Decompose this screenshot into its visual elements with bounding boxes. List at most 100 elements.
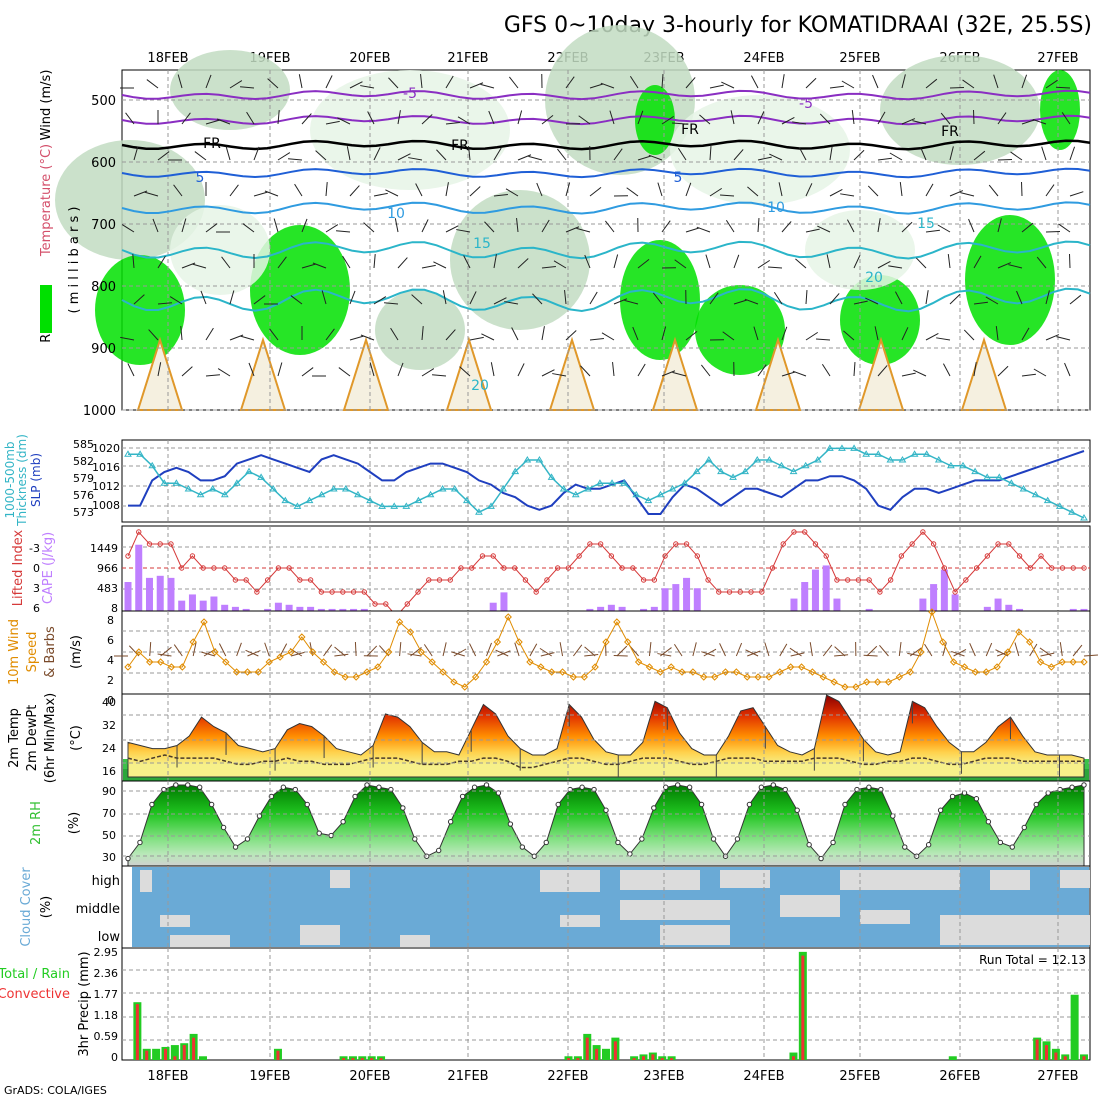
wind10-tick: 4 bbox=[107, 654, 114, 667]
li-point bbox=[490, 553, 496, 559]
upper-wind-barb bbox=[384, 302, 399, 305]
precip-conv-bar bbox=[351, 1058, 355, 1060]
slp-panel: 585 582 579 576 573 1020 1016 1012 1008 bbox=[73, 438, 1091, 523]
thickness-point bbox=[596, 479, 604, 486]
slp-tick: 1016 bbox=[92, 461, 120, 474]
cape-bar bbox=[339, 608, 347, 611]
upper-wind-barb bbox=[484, 221, 495, 233]
upper-wind-barb bbox=[442, 290, 447, 305]
wind10-barb bbox=[584, 646, 596, 657]
upper-wind-barb bbox=[246, 111, 255, 125]
li-point bbox=[179, 565, 185, 571]
upper-wind-barb bbox=[511, 327, 519, 341]
upper-wind-barb bbox=[925, 290, 929, 305]
upper-wind-barb bbox=[781, 371, 796, 377]
rh2m-point bbox=[782, 786, 788, 793]
upper-wind-barb bbox=[963, 329, 975, 341]
upper-wind-barb bbox=[1045, 290, 1050, 305]
cape-bar bbox=[156, 575, 164, 611]
wind10-speed-point bbox=[873, 678, 882, 686]
wind10-speed-point bbox=[189, 638, 197, 646]
wind10-speed-point bbox=[461, 683, 469, 691]
li-point bbox=[189, 553, 196, 559]
upper-wind-barb bbox=[541, 326, 545, 341]
upper-wind-barb bbox=[294, 183, 303, 197]
rh2m-point bbox=[663, 784, 669, 790]
upper-wind-barb bbox=[841, 80, 855, 89]
li-point bbox=[447, 577, 453, 583]
upper-wind-barb bbox=[1010, 151, 1023, 161]
wind10-barb bbox=[1039, 647, 1052, 657]
li-point bbox=[920, 529, 926, 535]
wind10-speed-point bbox=[178, 663, 187, 671]
rh2m-label: 2m RH bbox=[29, 801, 44, 845]
precip-conv-bar bbox=[379, 1058, 383, 1060]
upper-wind-barb bbox=[840, 193, 855, 197]
li-point bbox=[286, 565, 292, 571]
upper-wind-barb bbox=[229, 80, 243, 89]
li-point bbox=[909, 541, 915, 547]
cloud-gap bbox=[140, 870, 152, 892]
wind10-speed-point bbox=[298, 633, 306, 641]
contour-label: 15 bbox=[917, 216, 935, 232]
thickness-point bbox=[317, 490, 326, 498]
pressure-label: ( m i l l i b a r s ) bbox=[67, 207, 82, 314]
rh-region bbox=[670, 95, 850, 205]
wind10-speed-point bbox=[700, 673, 708, 681]
thickness-point bbox=[753, 456, 762, 463]
cape-bar bbox=[264, 608, 272, 611]
upper-wind-barb bbox=[805, 331, 819, 341]
upper-wind-barb bbox=[181, 112, 191, 125]
thickness-point bbox=[668, 485, 677, 492]
temp2m-tick: 24 bbox=[102, 742, 116, 755]
wind10-speed-point bbox=[406, 628, 415, 636]
pressure-tick: 900 bbox=[91, 342, 116, 357]
li-point bbox=[275, 565, 282, 571]
thickness-point bbox=[862, 450, 871, 457]
rh2m-point bbox=[173, 782, 179, 788]
rh-region bbox=[880, 55, 1040, 165]
cape-bar bbox=[135, 544, 143, 611]
thickness-point bbox=[656, 490, 665, 498]
bottom-day-label: 25FEB bbox=[839, 1069, 880, 1084]
wind10-speed-point bbox=[863, 678, 871, 686]
upper-wind-barb bbox=[132, 254, 135, 269]
temp2m-label-1: 2m Temp bbox=[7, 708, 22, 768]
li-point bbox=[963, 577, 969, 583]
li-point bbox=[791, 529, 797, 535]
thickness-point bbox=[148, 461, 157, 469]
thickness-point bbox=[220, 490, 229, 498]
upper-wind-barb bbox=[661, 115, 675, 125]
upper-wind-barb bbox=[553, 260, 567, 269]
precip-conv-bar bbox=[192, 1037, 196, 1060]
upper-wind-barb bbox=[901, 74, 906, 89]
thickness-point bbox=[801, 461, 810, 469]
li-point bbox=[318, 589, 325, 595]
upper-wind-barb bbox=[829, 293, 840, 305]
upper-wind-barb bbox=[637, 110, 644, 125]
upper-wind-barb bbox=[325, 120, 340, 125]
precip-conv-bar bbox=[1054, 1052, 1058, 1060]
li-point bbox=[361, 589, 368, 595]
upper-wind-barb bbox=[157, 151, 170, 161]
wind10-barb bbox=[924, 643, 933, 657]
wind10-barb bbox=[863, 654, 878, 657]
rh2m-point bbox=[686, 784, 693, 790]
li-point bbox=[232, 577, 239, 583]
li-point bbox=[340, 589, 346, 595]
upper-wind-barb bbox=[767, 266, 783, 269]
temp2m-panel: 40 32 24 16 bbox=[102, 693, 1091, 782]
precip-conv-bar bbox=[360, 1058, 364, 1060]
upper-wind-barb bbox=[685, 77, 696, 89]
wind10-barb bbox=[453, 648, 467, 657]
upper-wind-barb bbox=[421, 219, 429, 233]
upper-wind-barb bbox=[936, 337, 951, 341]
upper-wind-barb bbox=[277, 256, 287, 269]
wind10-speed-point bbox=[124, 663, 132, 671]
contour-minus5-upper bbox=[121, 89, 1091, 101]
cape-bar bbox=[1005, 604, 1013, 611]
rh2m-point bbox=[1021, 824, 1027, 831]
rh2m-tick: 90 bbox=[102, 785, 116, 798]
li-point bbox=[769, 565, 776, 571]
precip-label-conv: Convective bbox=[0, 987, 70, 1002]
